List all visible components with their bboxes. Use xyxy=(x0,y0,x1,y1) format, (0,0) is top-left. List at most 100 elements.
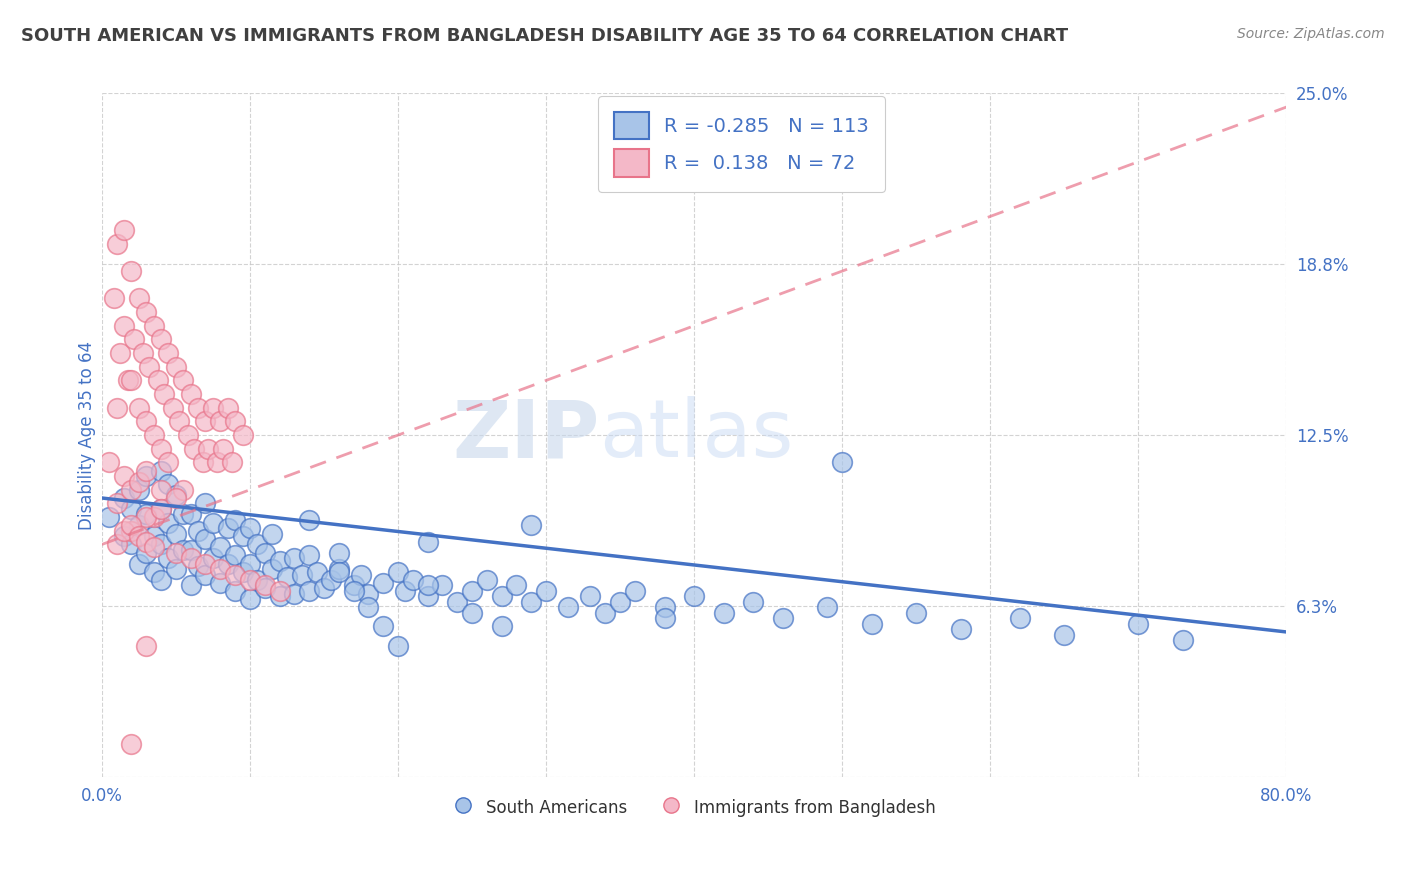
Point xyxy=(165,546,187,560)
Point xyxy=(815,600,838,615)
Point xyxy=(683,590,706,604)
Point xyxy=(135,464,157,478)
Point xyxy=(150,483,173,497)
Point xyxy=(342,578,364,592)
Point xyxy=(239,573,262,587)
Point xyxy=(172,543,194,558)
Point xyxy=(269,584,291,599)
Point xyxy=(128,483,150,497)
Point xyxy=(491,590,513,604)
Point xyxy=(394,584,416,599)
Point xyxy=(209,575,232,590)
Point xyxy=(132,346,155,360)
Point xyxy=(112,223,135,237)
Point xyxy=(491,619,513,633)
Point xyxy=(135,639,157,653)
Text: ZIP: ZIP xyxy=(453,396,599,475)
Point xyxy=(654,600,676,615)
Point xyxy=(157,455,180,469)
Point xyxy=(298,513,321,527)
Point xyxy=(165,562,187,576)
Point xyxy=(128,529,150,543)
Point xyxy=(298,549,321,563)
Point xyxy=(150,464,173,478)
Point xyxy=(209,414,232,428)
Point xyxy=(276,570,298,584)
Point xyxy=(135,546,157,560)
Point xyxy=(108,346,131,360)
Point xyxy=(180,578,202,592)
Point xyxy=(150,442,173,456)
Point xyxy=(654,611,676,625)
Point xyxy=(120,483,142,497)
Point xyxy=(135,414,157,428)
Point xyxy=(128,518,150,533)
Point xyxy=(328,546,350,560)
Point xyxy=(283,551,305,566)
Point xyxy=(112,524,135,538)
Point xyxy=(742,595,765,609)
Point xyxy=(246,537,269,551)
Point xyxy=(520,518,543,533)
Point xyxy=(461,584,484,599)
Point xyxy=(157,551,180,566)
Point xyxy=(373,619,395,633)
Point xyxy=(153,387,176,401)
Point xyxy=(117,373,139,387)
Point xyxy=(595,606,617,620)
Point xyxy=(201,516,224,530)
Point xyxy=(520,595,543,609)
Point xyxy=(305,565,328,579)
Point xyxy=(231,428,253,442)
Text: atlas: atlas xyxy=(599,396,794,475)
Point xyxy=(209,540,232,554)
Point xyxy=(112,491,135,505)
Point xyxy=(167,414,190,428)
Point xyxy=(239,592,262,607)
Point xyxy=(579,590,602,604)
Point xyxy=(165,526,187,541)
Point xyxy=(142,565,165,579)
Point xyxy=(350,567,373,582)
Point xyxy=(387,639,409,653)
Point xyxy=(180,387,202,401)
Point xyxy=(165,488,187,502)
Point xyxy=(194,414,217,428)
Point xyxy=(432,578,454,592)
Point xyxy=(201,401,224,415)
Point xyxy=(221,455,243,469)
Point xyxy=(120,502,142,516)
Point xyxy=(180,543,202,558)
Point xyxy=(461,606,484,620)
Point xyxy=(142,318,165,333)
Point xyxy=(224,567,246,582)
Point xyxy=(187,524,209,538)
Point xyxy=(172,373,194,387)
Point xyxy=(128,401,150,415)
Point xyxy=(172,508,194,522)
Point xyxy=(357,587,380,601)
Point xyxy=(135,508,157,522)
Point xyxy=(112,318,135,333)
Point xyxy=(120,737,142,751)
Point xyxy=(291,567,314,582)
Point xyxy=(262,526,284,541)
Point xyxy=(224,584,246,599)
Point xyxy=(505,578,527,592)
Point xyxy=(416,578,439,592)
Point xyxy=(120,524,142,538)
Point xyxy=(269,554,291,568)
Point xyxy=(231,529,253,543)
Point xyxy=(135,469,157,483)
Point xyxy=(194,557,217,571)
Point xyxy=(150,502,173,516)
Point xyxy=(183,442,205,456)
Point xyxy=(713,606,735,620)
Point xyxy=(98,455,121,469)
Point xyxy=(157,516,180,530)
Point xyxy=(201,551,224,566)
Point xyxy=(194,567,217,582)
Point xyxy=(416,534,439,549)
Point xyxy=(831,455,853,469)
Point xyxy=(105,537,128,551)
